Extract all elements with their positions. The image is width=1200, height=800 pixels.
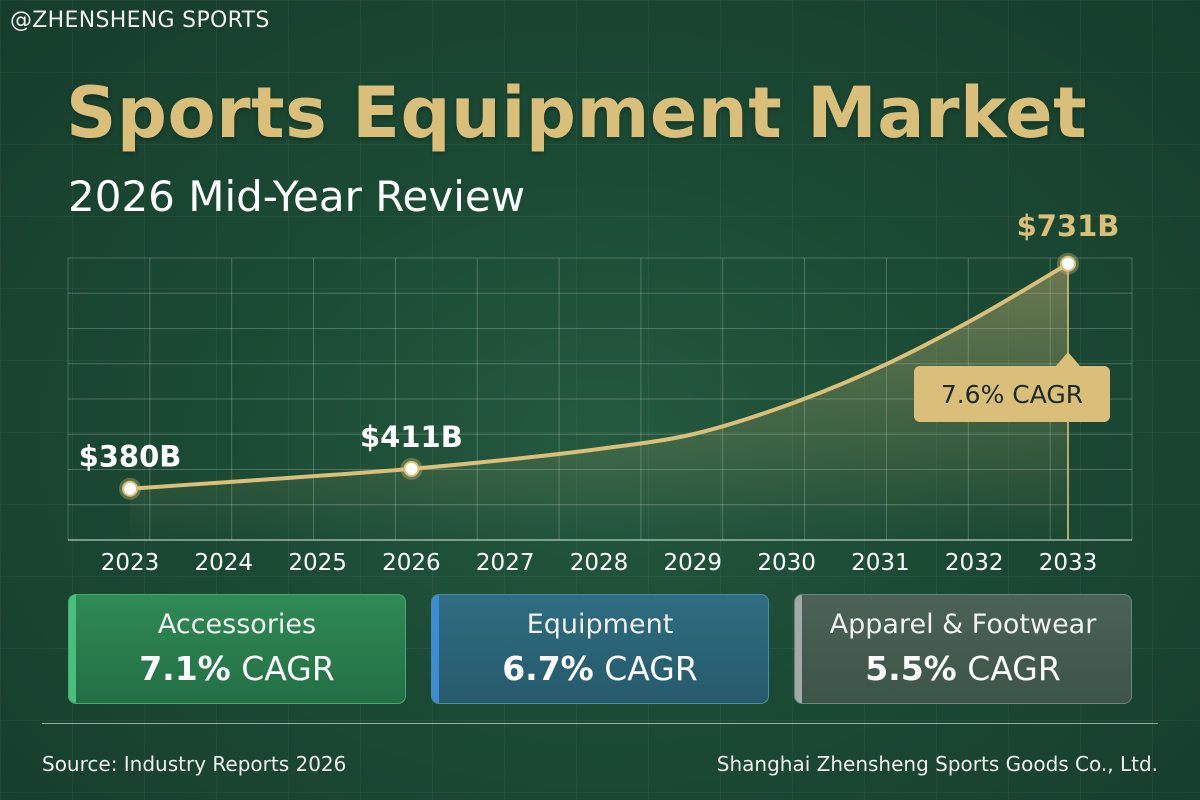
series-line [128,261,1070,491]
segment-name: Equipment [526,609,674,640]
segment-rate: 7.1% CAGR [69,649,405,688]
segment-rate-unit: CAGR [241,649,335,688]
x-tick-label: 2033 [1039,550,1098,576]
data-labels: $380B $411B $731B [79,209,1120,474]
segment-rate: 5.5% CAGR [795,649,1131,688]
footer-divider [42,723,1158,724]
cagr-badge-box [914,366,1110,422]
x-tick-label: 2029 [664,550,723,576]
data-point [122,480,138,497]
cagr-badge: 7.6% CAGR [914,352,1110,422]
segment-rate: 6.7% CAGR [432,649,768,688]
segment-cards: Accessories 7.1% CAGR Equipment 6.7% CAG… [68,594,1132,706]
source-note: Source: Industry Reports 2026 [42,752,347,776]
segment-rate-unit: CAGR [604,649,698,688]
cagr-badge-pointer [1056,352,1080,366]
data-point [403,460,420,477]
series-area [130,263,1068,540]
data-label: $731B [1017,209,1120,243]
segment-name: Accessories [157,609,317,640]
x-tick-label: 2025 [288,550,347,576]
segment-color-bar [795,595,802,703]
segment-color-bar [69,595,76,703]
segment-rate-value: 6.7% [502,649,594,688]
segment-color-bar [432,595,439,703]
x-tick-label: 2023 [101,550,160,576]
page-subtitle: 2026 Mid-Year Review [68,172,526,221]
data-label: $411B [360,420,463,454]
page-title: Sports Equipment Market [66,72,1088,154]
data-point [1060,255,1076,272]
segment-card-accessories: Accessories 7.1% CAGR [68,594,406,704]
x-tick-label: 2026 [382,550,441,576]
segment-rate-value: 7.1% [139,649,231,688]
segment-card-equipment: Equipment 6.7% CAGR [431,594,769,704]
x-tick-label: 2032 [945,550,1004,576]
cagr-badge-text: 7.6% CAGR [941,380,1083,409]
x-axis-ticks: 2023 2024 2025 2026 2027 2028 2029 2030 2031 2032… [101,550,1098,576]
x-tick-label: 2028 [570,550,629,576]
data-points [119,252,1079,500]
segment-card-apparel-footwear: Apparel & Footwear 5.5% CAGR [794,594,1132,704]
x-tick-label: 2031 [851,550,910,576]
x-tick-label: 2030 [757,550,816,576]
segment-rate-value: 5.5% [865,649,957,688]
x-tick-label: 2027 [476,550,535,576]
company-name: Shanghai Zhensheng Sports Goods Co., Ltd… [716,752,1158,776]
data-label: $380B [79,440,182,474]
x-tick-label: 2024 [195,550,254,576]
segment-rate-unit: CAGR [967,649,1061,688]
segment-name: Apparel & Footwear [829,609,1097,640]
watermark: @ZHENSHENG SPORTS [10,8,270,33]
